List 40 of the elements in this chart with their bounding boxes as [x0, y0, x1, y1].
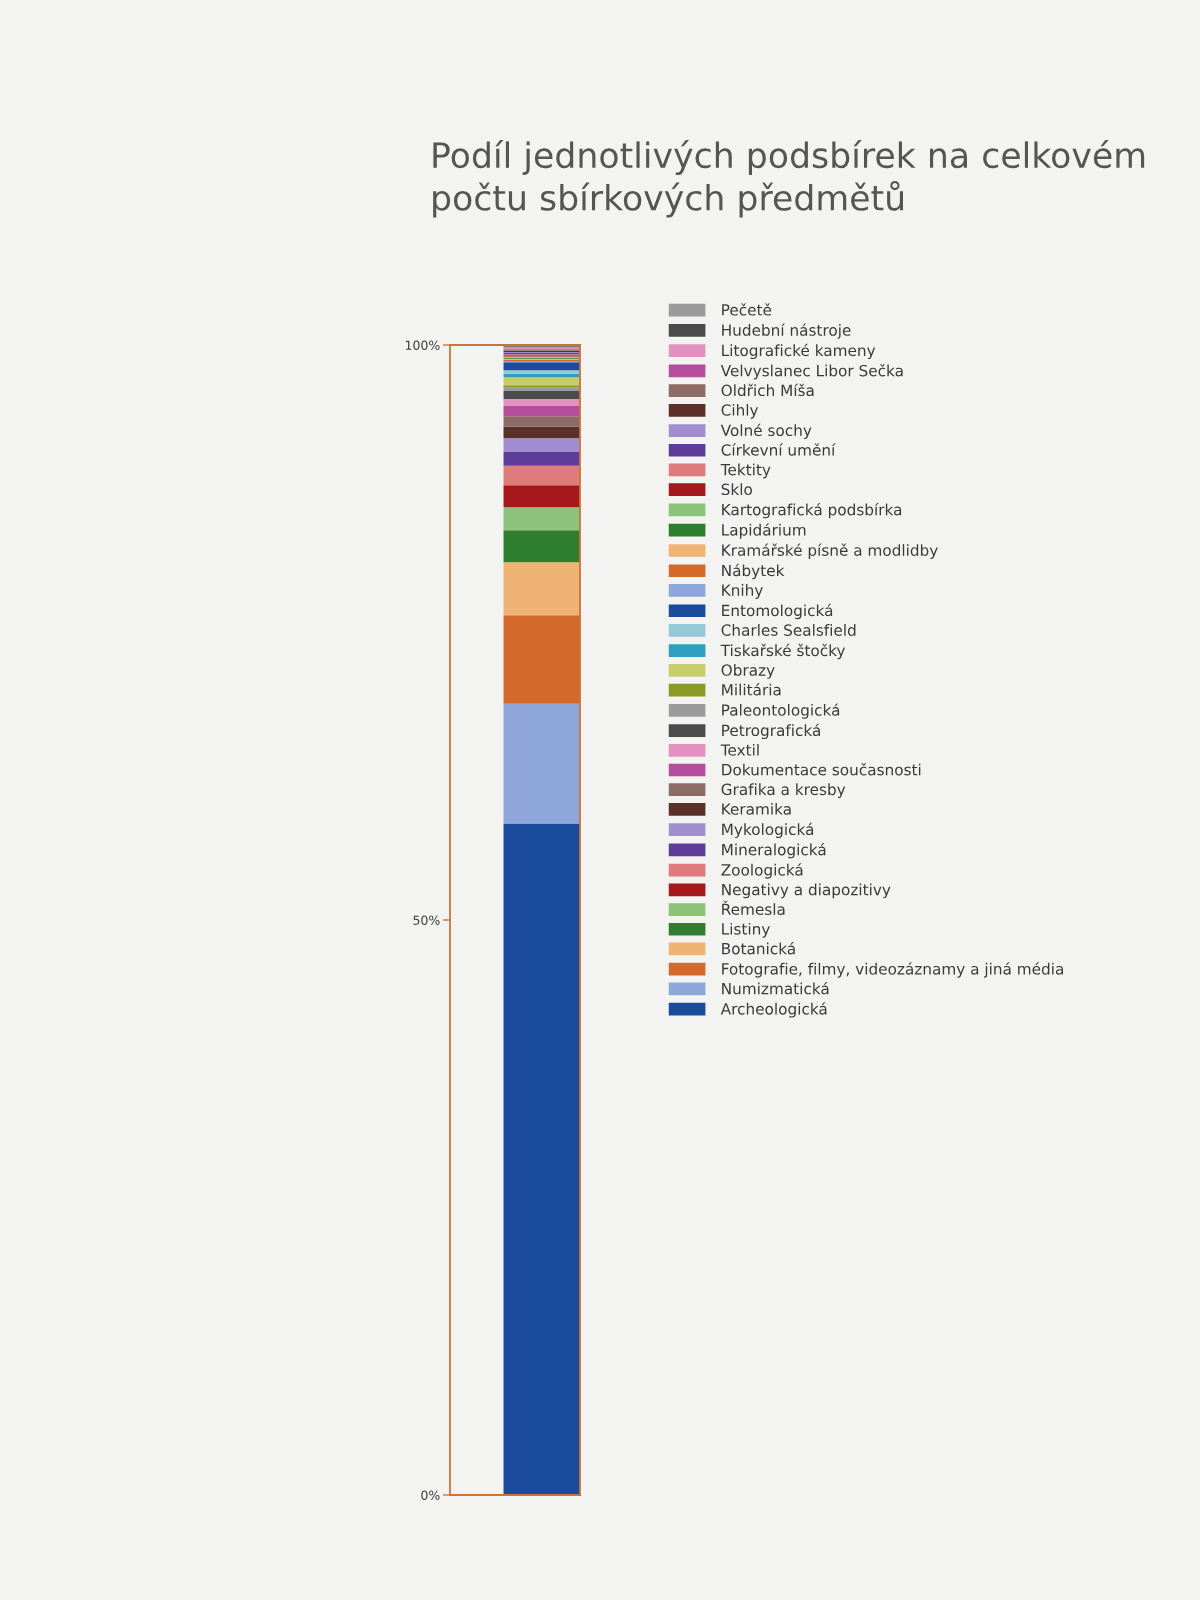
legend-label: Lapidárium	[722, 523, 806, 539]
text: Podíl jednotlivých podsbírek na celkovém počtu sbírkových předmětů	[433, 140, 1145, 218]
legend-label: Nábytek	[722, 563, 785, 580]
legend-label: Negativy a diapozitivy	[722, 883, 891, 899]
legend-label: Paleontologická	[722, 703, 840, 719]
legend-label: Cihly	[721, 403, 759, 419]
legend-label: Textil	[720, 743, 759, 756]
legend-label: Tiskařské štočky	[720, 643, 846, 660]
legend-label: Keramika	[722, 802, 791, 815]
legend-label: Oldřich Míša	[721, 383, 814, 397]
legend-label: Volné sochy	[720, 423, 812, 440]
legend-label: Sklo	[721, 483, 752, 496]
legend-label: Mykologická	[722, 822, 814, 839]
legend-label: Hudební nástroje	[722, 323, 851, 339]
legend-label: Kartografická podsbírka	[722, 502, 902, 519]
legend-label: Botanická	[722, 941, 795, 955]
y-tick-label: 50%	[413, 915, 440, 925]
legend-label: Obrazy	[721, 664, 775, 679]
legend-label: Pečetě	[722, 303, 772, 316]
legend-label: Militária	[722, 683, 781, 696]
legend-label: Grafika a kresby	[721, 783, 846, 799]
legend-label: Církevní umění	[721, 443, 836, 456]
legend-label: Knihy	[722, 584, 763, 599]
legend-label: Kramářské písně a modlidby	[722, 543, 938, 559]
legend-label: Mineralogická	[722, 842, 826, 859]
legend-label: Entomologická	[722, 603, 833, 620]
legend-label: Řemesla	[722, 900, 785, 916]
legend-label: Litografické kameny	[722, 343, 876, 360]
legend-label: Fotografie, filmy, videozáznamy a jiná média	[722, 962, 1063, 978]
legend-label: Velvyslanec Libor Sečka	[720, 364, 903, 380]
legend-label: Zoologická	[721, 863, 803, 879]
legend-label: Numizmatická	[722, 981, 829, 995]
legend-label: Listiny	[722, 922, 770, 938]
legend-label: Tektity	[720, 463, 771, 479]
legend-label: Dokumentace současnosti	[722, 763, 921, 776]
legend-label: Archeologická	[720, 1002, 827, 1018]
legend-label: Charles Sealsfield	[721, 624, 856, 636]
y-tick-label: 100%	[405, 340, 440, 350]
legend-label: Petrografická	[722, 723, 820, 740]
y-tick-label: 0%	[421, 1490, 440, 1500]
